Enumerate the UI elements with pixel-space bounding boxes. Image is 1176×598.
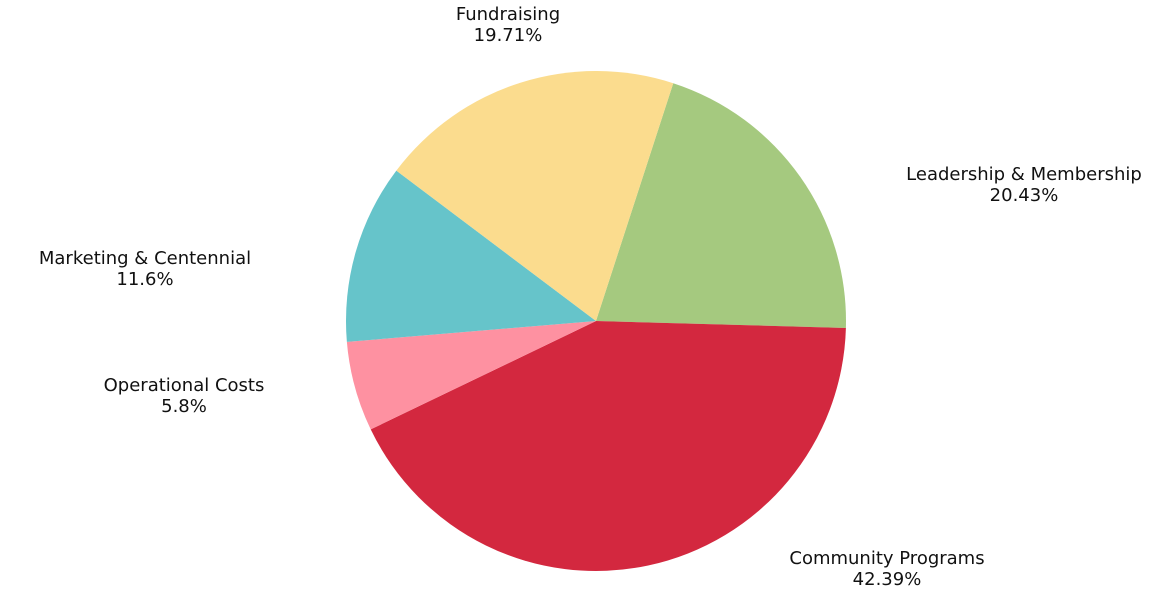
pie-slice-community-programs — [370, 321, 846, 571]
pie-slice-fundraising — [396, 71, 674, 322]
slice-label-community-programs: Community Programs — [789, 548, 984, 569]
slice-label-fundraising: Fundraising — [456, 4, 560, 25]
slice-value-fundraising: 19.71% — [474, 25, 543, 46]
slice-value-marketing-and-centennial: 11.6% — [116, 269, 173, 290]
pie-slice-leadership-and-membership — [596, 83, 846, 328]
slice-label-leadership-and-membership: Leadership & Membership — [906, 164, 1142, 185]
slice-value-leadership-and-membership: 20.43% — [990, 185, 1059, 206]
slices-layer — [345, 71, 846, 571]
slice-value-community-programs: 42.39% — [853, 569, 922, 590]
slice-value-operational-costs: 5.8% — [161, 396, 207, 417]
slice-label-marketing-and-centennial: Marketing & Centennial — [39, 248, 251, 269]
pie-slice-operational-costs — [346, 321, 596, 430]
pie-slice-marketing-and-centennial — [345, 170, 596, 342]
slice-label-operational-costs: Operational Costs — [104, 375, 265, 396]
